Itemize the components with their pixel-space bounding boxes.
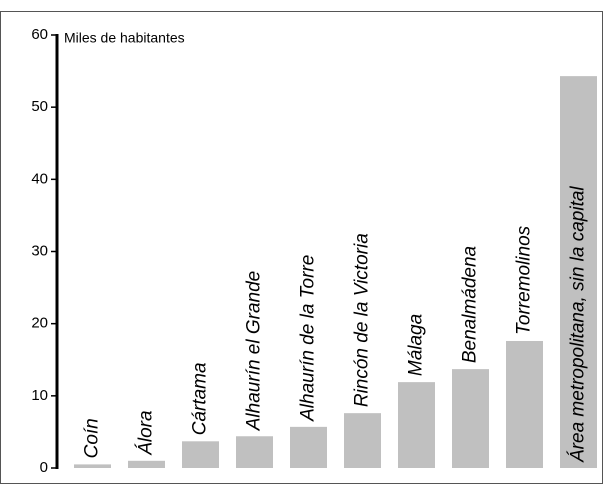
y-tick-label: 50 [31, 98, 48, 115]
category-label: Cártama [190, 362, 211, 435]
bar [182, 441, 219, 468]
bar [290, 426, 327, 468]
bar [398, 382, 435, 468]
category-label: Alhaurín el Grande [244, 271, 265, 432]
bar [344, 413, 381, 468]
bar [452, 369, 489, 468]
category-label: Málaga [406, 314, 427, 376]
bar [236, 436, 273, 468]
bar [506, 340, 543, 468]
y-tick-label: 60 [31, 26, 48, 43]
bar [74, 464, 111, 468]
y-tick-label: 10 [31, 387, 48, 404]
y-tick-label: 30 [31, 242, 48, 259]
bar [128, 460, 165, 468]
category-label: Área metropolitana, sin la capital [568, 186, 589, 463]
category-label: Torremolinos [514, 225, 535, 335]
category-label: Álora [136, 410, 157, 455]
frame [0, 11, 603, 484]
y-tick-label: 40 [31, 170, 48, 187]
y-tick-label: 20 [31, 315, 48, 332]
bar [560, 76, 597, 468]
y-tick-label: 0 [40, 459, 48, 476]
category-label: Alhaurín de la Torre [298, 255, 319, 422]
category-label: Coín [82, 418, 103, 458]
category-label: Rincón de la Victoria [352, 233, 373, 407]
y-axis-label: Miles de habitantes [64, 30, 185, 46]
category-label: Benalmádena [460, 246, 481, 363]
